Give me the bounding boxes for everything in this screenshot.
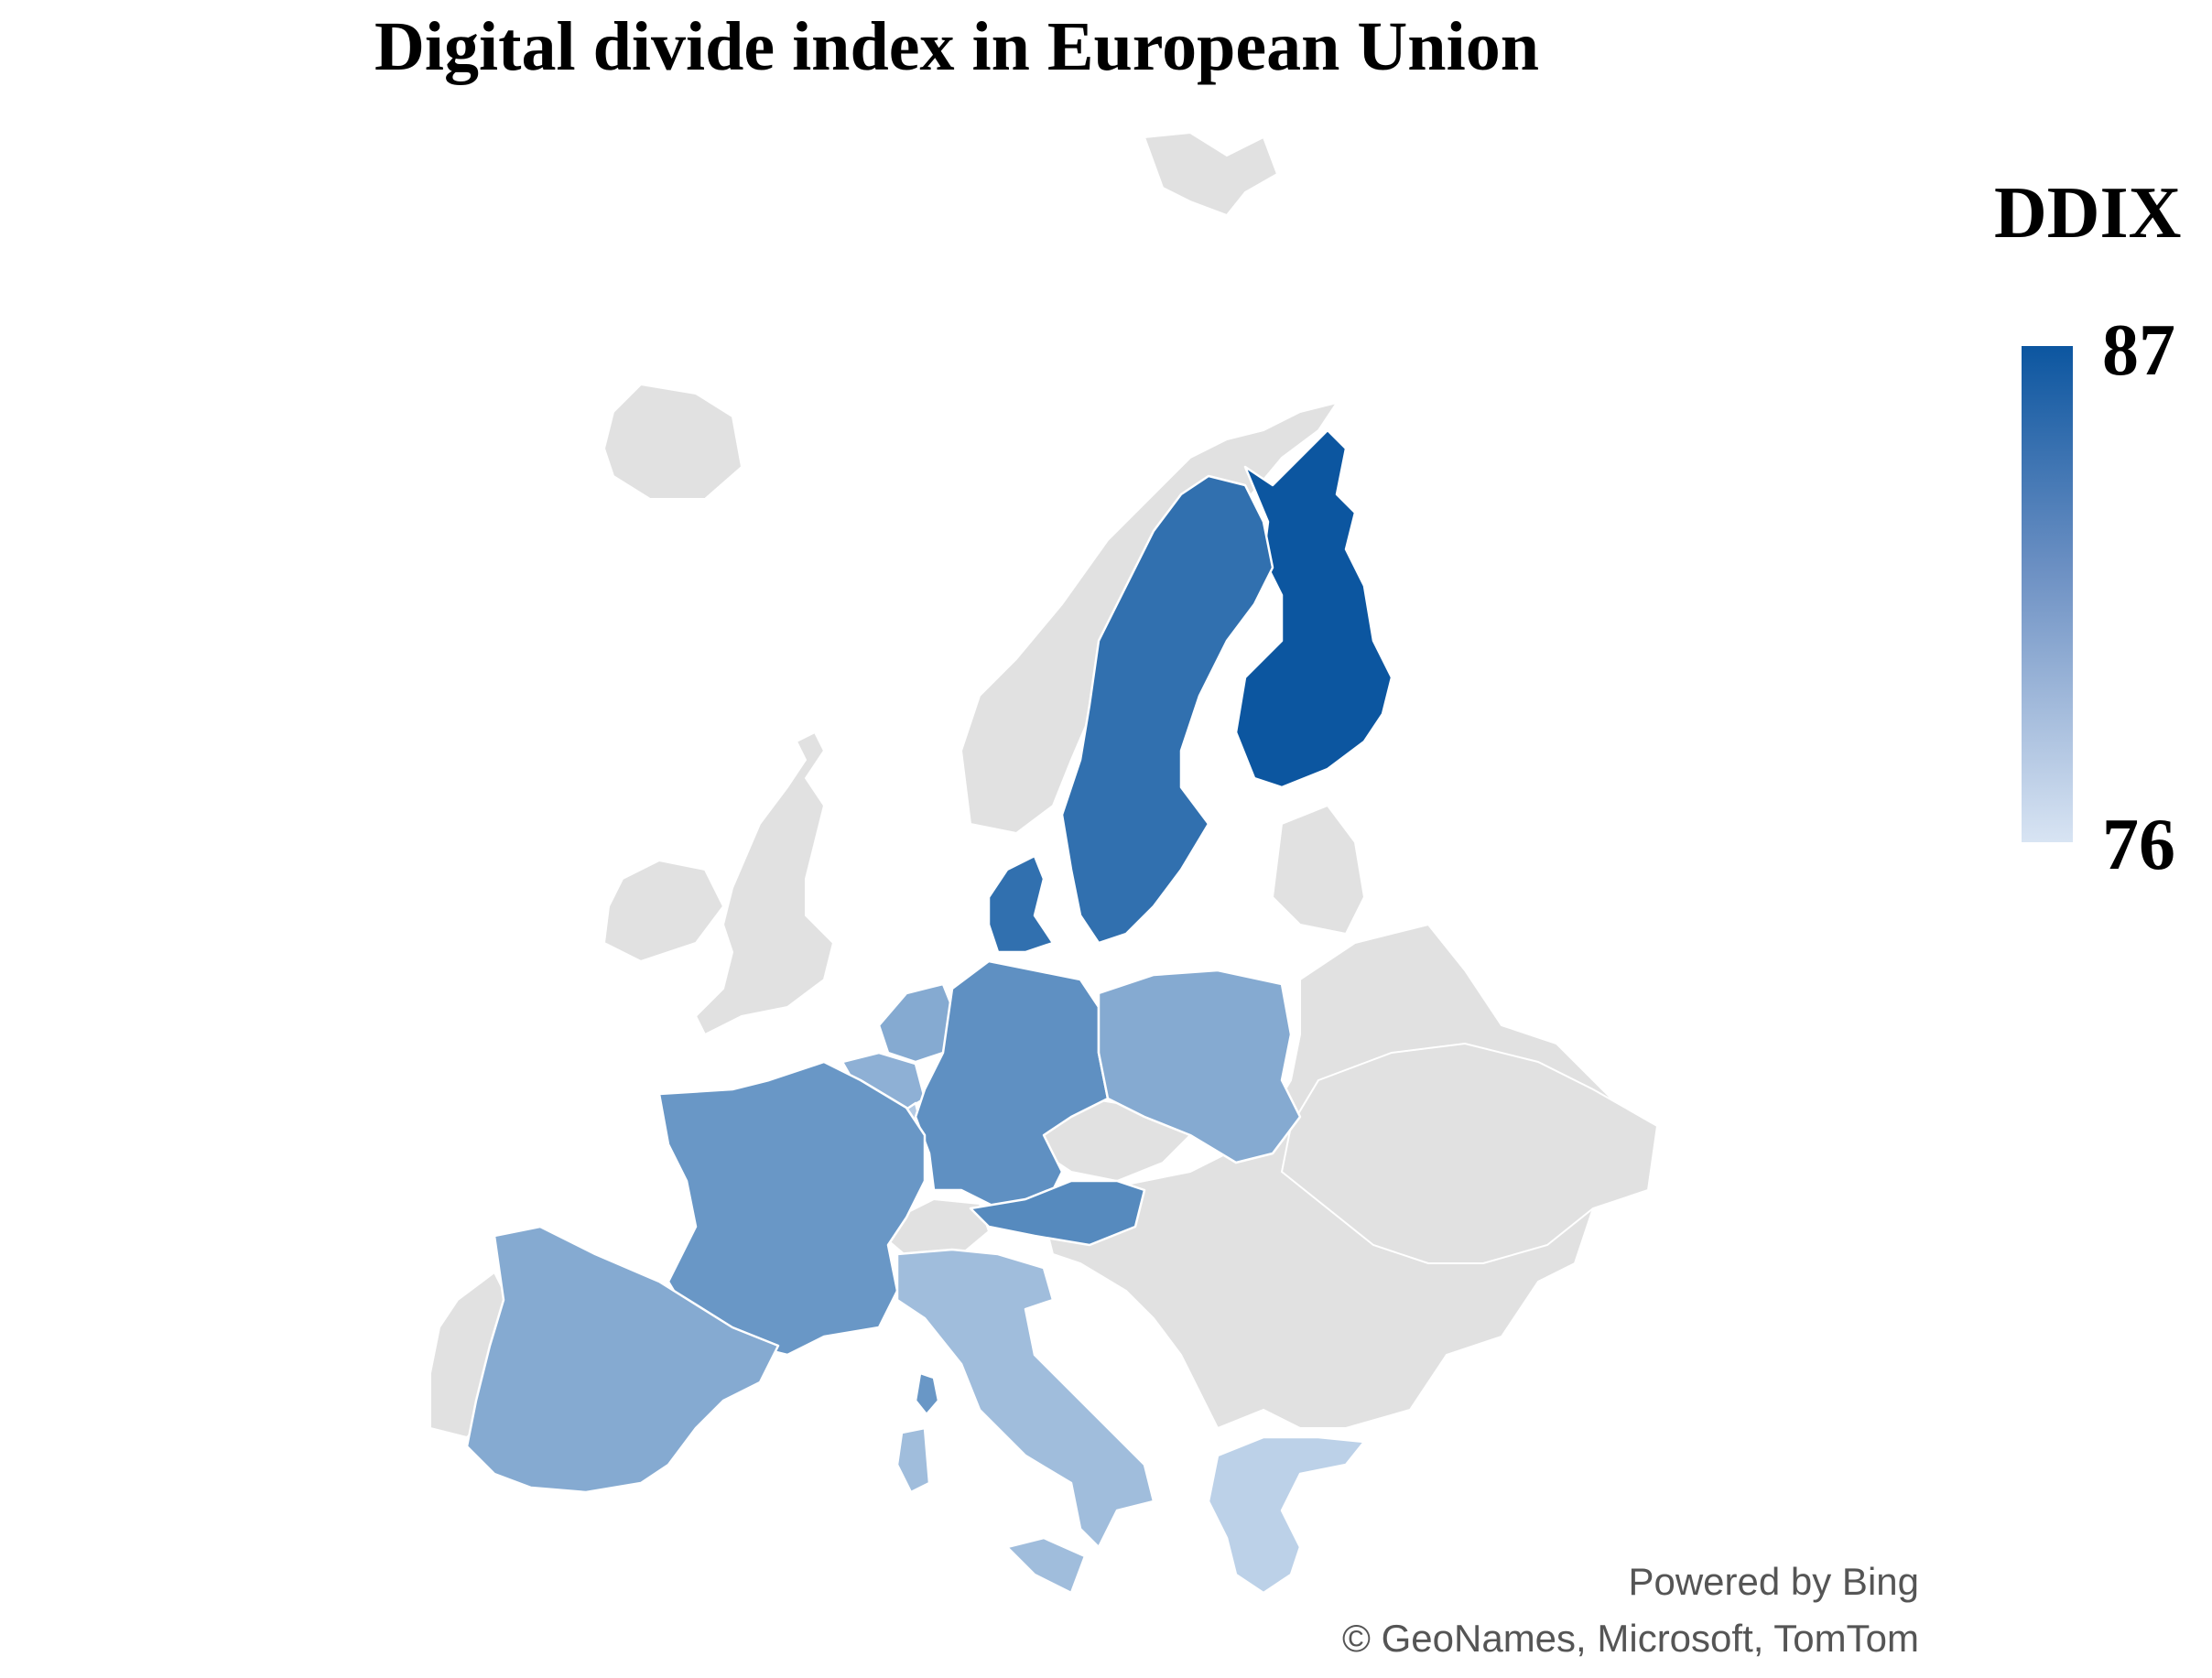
ireland-shape bbox=[602, 859, 725, 963]
region-austria[interactable] bbox=[969, 1179, 1146, 1247]
region-italy[interactable] bbox=[895, 1248, 1155, 1595]
legend-max-label: 87 bbox=[2102, 310, 2175, 391]
region-spain[interactable] bbox=[465, 1225, 780, 1494]
ukraine-shape bbox=[1280, 1042, 1659, 1264]
region-sweden[interactable] bbox=[1060, 474, 1274, 945]
data-regions bbox=[465, 428, 1393, 1595]
powered-by-text: Powered by Bing bbox=[1628, 1560, 1919, 1603]
baltics-shape bbox=[1271, 804, 1366, 936]
switzerland-shape bbox=[886, 1197, 991, 1258]
legend-min-label: 76 bbox=[2102, 805, 2175, 885]
region-finland[interactable] bbox=[1234, 428, 1393, 789]
legend-color-bar bbox=[2022, 346, 2073, 842]
copyright-text: © GeoNames, Microsoft, TomTom bbox=[1342, 1617, 1919, 1660]
region-greece[interactable] bbox=[1207, 1435, 1366, 1595]
region-germany[interactable] bbox=[914, 959, 1110, 1210]
map-title: Digital divide index in European Union bbox=[374, 8, 1539, 85]
non-data-land bbox=[429, 131, 1659, 1439]
region-netherlands[interactable] bbox=[877, 982, 954, 1064]
region-corsica[interactable] bbox=[914, 1371, 940, 1416]
region-denmark[interactable] bbox=[987, 854, 1055, 954]
region-poland[interactable] bbox=[1097, 969, 1302, 1164]
svalbard-shape bbox=[1143, 131, 1279, 217]
iceland-shape bbox=[602, 383, 743, 500]
legend-title: DDIX bbox=[1994, 173, 2182, 254]
uk-shape bbox=[694, 731, 835, 1036]
